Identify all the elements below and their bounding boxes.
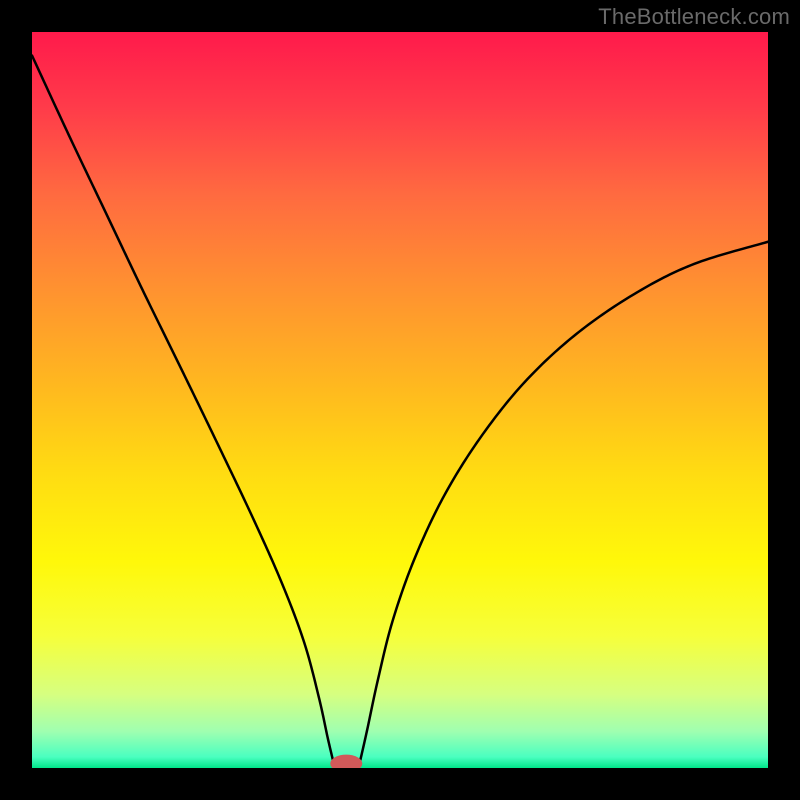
bottleneck-chart	[0, 0, 800, 800]
plot-area	[32, 32, 768, 768]
watermark-text: TheBottleneck.com	[598, 4, 790, 30]
chart-container: TheBottleneck.com	[0, 0, 800, 800]
